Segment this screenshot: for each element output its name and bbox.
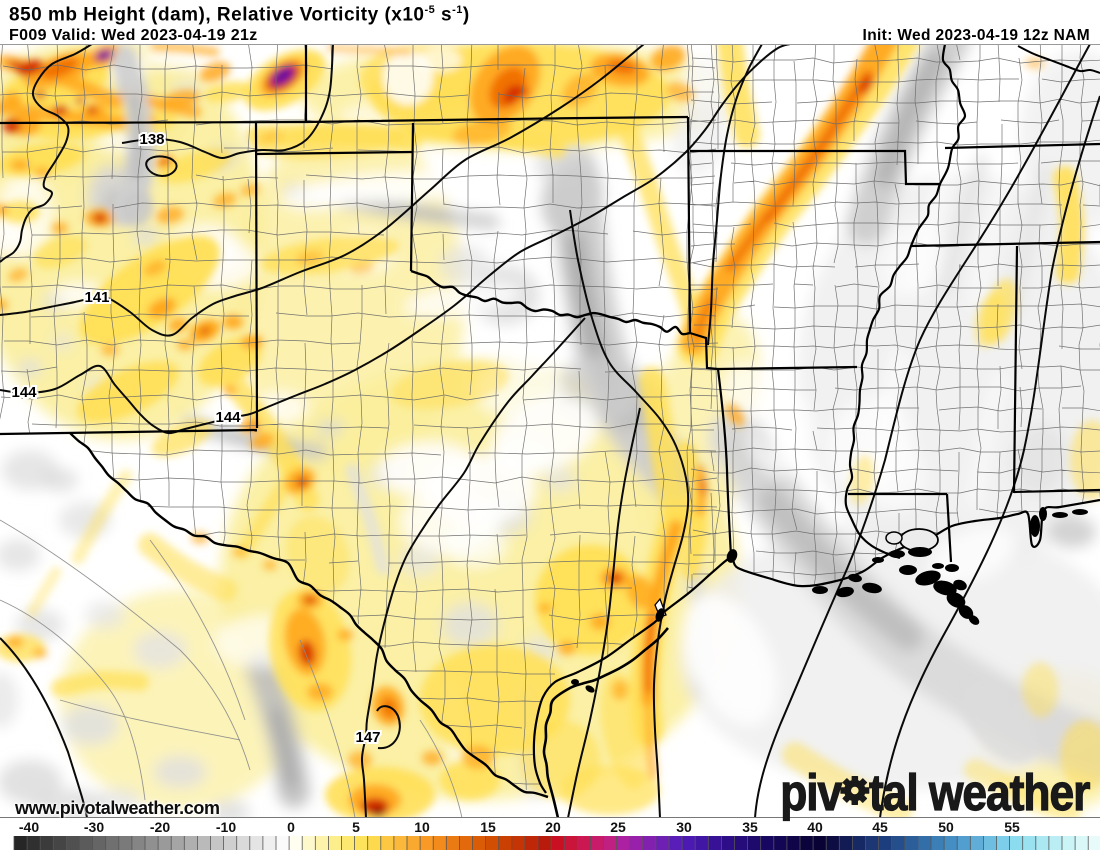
svg-text:144: 144 [215, 409, 241, 426]
svg-text:141: 141 [84, 289, 109, 306]
svg-text:147: 147 [355, 729, 380, 746]
svg-text:138: 138 [139, 131, 164, 148]
svg-text:144: 144 [11, 384, 37, 401]
